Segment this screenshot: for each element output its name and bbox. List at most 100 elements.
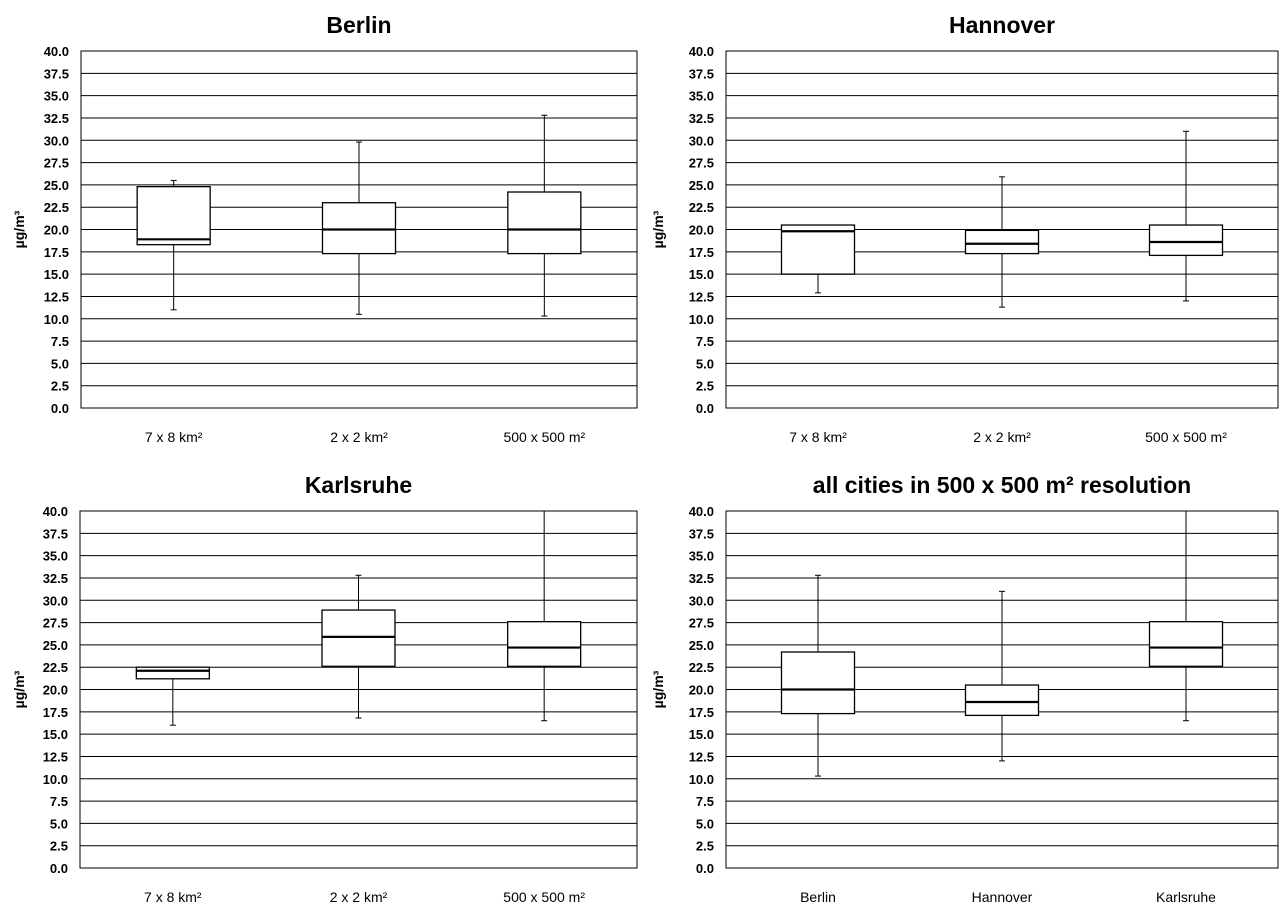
x-category-label: Karlsruhe bbox=[1156, 889, 1216, 905]
y-tick-label: 7.5 bbox=[51, 334, 69, 349]
y-tick-label: 17.5 bbox=[689, 245, 714, 260]
box-plot-3 bbox=[507, 114, 582, 317]
y-tick-label: 40.0 bbox=[43, 504, 68, 519]
box-plot-2 bbox=[321, 141, 397, 315]
y-tick-label: 12.5 bbox=[689, 289, 714, 304]
chart-panel-4: all cities in 500 x 500 m² resolution 0.0… bbox=[650, 472, 1279, 905]
y-tick-label: 25.0 bbox=[689, 638, 714, 653]
y-axis-label: µg/m³ bbox=[650, 210, 666, 248]
x-category-label: Berlin bbox=[800, 889, 836, 905]
iqr-box bbox=[964, 684, 1040, 717]
y-tick-label: 20.0 bbox=[43, 683, 68, 698]
y-tick-label: 12.5 bbox=[44, 289, 69, 304]
y-tick-label: 40.0 bbox=[689, 44, 714, 59]
y-tick-label: 30.0 bbox=[43, 593, 68, 608]
plot-area bbox=[79, 510, 638, 869]
plot-area bbox=[725, 510, 1279, 869]
box-plot-2 bbox=[964, 590, 1040, 762]
y-tick-label: 25.0 bbox=[689, 178, 714, 193]
y-tick-label: 5.0 bbox=[696, 356, 714, 371]
chart-title: Hannover bbox=[949, 12, 1055, 38]
y-tick-label: 22.5 bbox=[44, 200, 69, 215]
x-category-label: 500 x 500 m² bbox=[1145, 429, 1227, 445]
iqr-box bbox=[321, 202, 397, 255]
y-tick-label: 0.0 bbox=[50, 861, 68, 876]
y-tick-label: 10.0 bbox=[689, 312, 714, 327]
x-category-label: 500 x 500 m² bbox=[503, 889, 585, 905]
iqr-box bbox=[507, 621, 582, 667]
chart-panel-1: Berlin 0.0 2.5 5.0 7.5 10.0 12.5 15.0 17.5 20.0 22… bbox=[11, 12, 638, 445]
y-tick-label: 12.5 bbox=[43, 749, 68, 764]
x-category-label: 7 x 8 km² bbox=[144, 889, 202, 905]
x-category-label: 2 x 2 km² bbox=[973, 429, 1031, 445]
y-axis-label: µg/m³ bbox=[650, 670, 666, 708]
y-tick-label: 35.0 bbox=[689, 549, 714, 564]
x-category-label: 2 x 2 km² bbox=[330, 429, 388, 445]
y-tick-label: 37.5 bbox=[43, 526, 68, 541]
box-plot-3 bbox=[1148, 130, 1224, 302]
y-tick-label: 17.5 bbox=[44, 245, 69, 260]
y-tick-label: 2.5 bbox=[696, 839, 714, 854]
chart-panel-3: Karlsruhe 0.0 2.5 5.0 7.5 10.0 12.5 15.0 17.5 20.… bbox=[11, 472, 638, 905]
y-tick-label: 25.0 bbox=[43, 638, 68, 653]
y-tick-label: 12.5 bbox=[689, 749, 714, 764]
plot-area bbox=[80, 50, 638, 409]
y-tick-label: 22.5 bbox=[689, 660, 714, 675]
y-tick-label: 17.5 bbox=[43, 705, 68, 720]
y-tick-label: 20.0 bbox=[689, 683, 714, 698]
y-tick-label: 2.5 bbox=[696, 379, 714, 394]
y-tick-label: 20.0 bbox=[689, 223, 714, 238]
box-plot-1 bbox=[136, 179, 211, 311]
iqr-box bbox=[136, 186, 211, 246]
box-plot-2 bbox=[964, 176, 1040, 308]
y-tick-label: 15.0 bbox=[44, 267, 69, 282]
y-tick-label: 35.0 bbox=[689, 89, 714, 104]
iqr-box bbox=[507, 191, 582, 255]
iqr-box bbox=[1148, 621, 1224, 667]
y-tick-label: 10.0 bbox=[43, 772, 68, 787]
y-tick-label: 30.0 bbox=[44, 133, 69, 148]
y-tick-label: 27.5 bbox=[689, 156, 714, 171]
iqr-box bbox=[964, 229, 1040, 255]
box-plot-1 bbox=[780, 574, 856, 777]
y-tick-label: 37.5 bbox=[689, 526, 714, 541]
y-tick-label: 35.0 bbox=[43, 549, 68, 564]
y-tick-label: 7.5 bbox=[50, 794, 68, 809]
y-tick-label: 37.5 bbox=[44, 66, 69, 81]
y-tick-label: 32.5 bbox=[43, 571, 68, 586]
y-tick-label: 7.5 bbox=[696, 794, 714, 809]
y-tick-label: 35.0 bbox=[44, 89, 69, 104]
chart-title: Karlsruhe bbox=[305, 472, 412, 498]
y-tick-label: 5.0 bbox=[50, 816, 68, 831]
y-tick-label: 2.5 bbox=[51, 379, 69, 394]
y-tick-label: 40.0 bbox=[689, 504, 714, 519]
y-tick-label: 30.0 bbox=[689, 133, 714, 148]
y-tick-label: 17.5 bbox=[689, 705, 714, 720]
y-tick-label: 5.0 bbox=[696, 816, 714, 831]
y-axis-label: µg/m³ bbox=[11, 670, 27, 708]
y-tick-label: 2.5 bbox=[50, 839, 68, 854]
y-tick-label: 22.5 bbox=[43, 660, 68, 675]
chart-title: Berlin bbox=[326, 12, 391, 38]
y-tick-label: 40.0 bbox=[44, 44, 69, 59]
box-plot-2 bbox=[321, 574, 396, 719]
y-tick-label: 25.0 bbox=[44, 178, 69, 193]
x-category-label: 2 x 2 km² bbox=[330, 889, 388, 905]
y-tick-label: 20.0 bbox=[44, 223, 69, 238]
x-category-label: 7 x 8 km² bbox=[789, 429, 847, 445]
x-category-label: Hannover bbox=[972, 889, 1033, 905]
box-plot-3 bbox=[1148, 510, 1224, 722]
y-axis-label: µg/m³ bbox=[11, 210, 27, 248]
chart-panel-2: Hannover 0.0 2.5 5.0 7.5 10.0 12.5 15.0 17.5 20.0… bbox=[650, 12, 1279, 445]
iqr-box bbox=[1148, 224, 1224, 257]
iqr-box bbox=[780, 224, 856, 275]
iqr-box bbox=[780, 651, 856, 715]
y-tick-label: 22.5 bbox=[689, 200, 714, 215]
plot-area bbox=[725, 50, 1279, 409]
y-tick-label: 27.5 bbox=[44, 156, 69, 171]
y-tick-label: 5.0 bbox=[51, 356, 69, 371]
y-tick-label: 37.5 bbox=[689, 66, 714, 81]
y-tick-label: 27.5 bbox=[689, 616, 714, 631]
y-tick-label: 27.5 bbox=[43, 616, 68, 631]
x-category-label: 500 x 500 m² bbox=[503, 429, 585, 445]
